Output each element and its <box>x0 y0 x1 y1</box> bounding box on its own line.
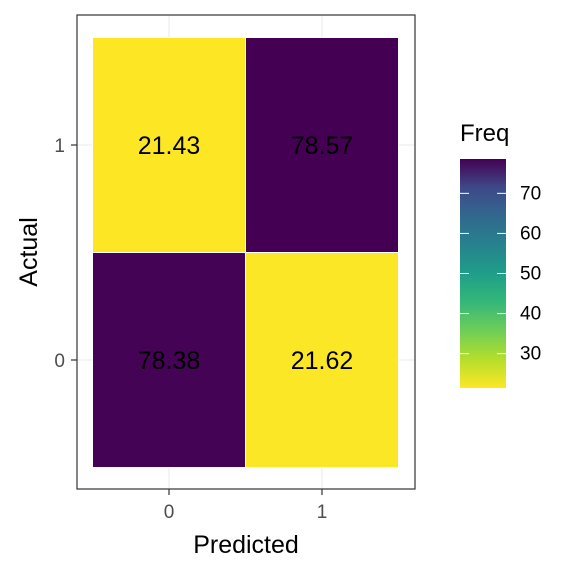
legend: Freq 30 40 50 60 70 <box>460 120 541 388</box>
x-tick-label: 0 <box>164 502 175 523</box>
y-axis-title: Actual <box>15 217 43 286</box>
cell-value-label: 21.62 <box>291 347 354 375</box>
heatmap-cell <box>245 252 399 468</box>
heatmap-cells <box>92 37 399 468</box>
legend-tick-label: 70 <box>520 183 541 204</box>
cell-value-label: 21.43 <box>138 132 201 160</box>
heatmap-cell <box>92 252 246 468</box>
legend-tick-label: 30 <box>520 344 541 365</box>
x-axis-title: Predicted <box>193 531 299 559</box>
legend-tick-label: 50 <box>520 264 541 285</box>
y-tick-label: 1 <box>54 136 65 157</box>
legend-tick-label: 40 <box>520 304 541 325</box>
legend-ticks: 30 40 50 60 70 <box>460 183 541 365</box>
heatmap-cell-labels: 21.43 78.57 78.38 21.62 <box>138 132 354 375</box>
plot-panel-border <box>76 14 416 490</box>
legend-title: Freq <box>460 120 509 147</box>
legend-tick-label: 60 <box>520 223 541 244</box>
y-tick-label: 0 <box>54 351 65 372</box>
x-tick-label: 1 <box>317 502 328 523</box>
cell-value-label: 78.38 <box>138 347 201 375</box>
cell-value-label: 78.57 <box>291 132 354 160</box>
y-axis: 01 <box>54 136 77 372</box>
heatmap-cell <box>245 37 399 253</box>
